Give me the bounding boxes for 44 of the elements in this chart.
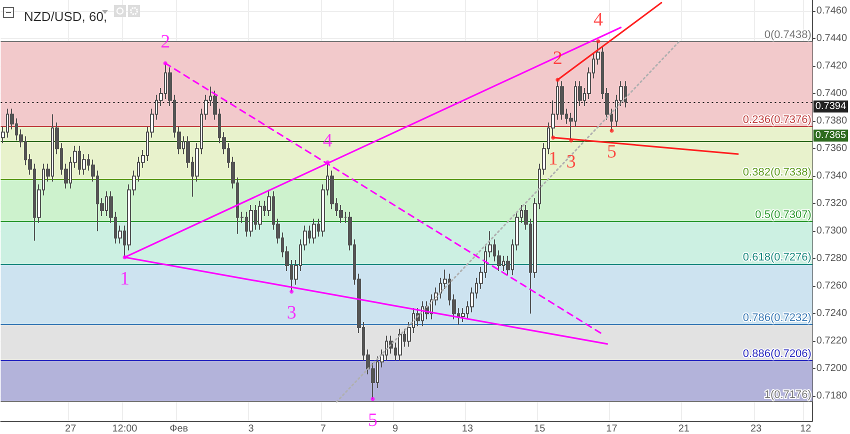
x-tick-label: 23: [750, 424, 762, 434]
y-tick-label: 0.7440: [816, 33, 848, 44]
annotation: 5: [606, 142, 616, 163]
x-tick-label: 27: [65, 424, 77, 434]
y-tick-label: 0.7340: [816, 170, 848, 182]
x-tick-label: 12:00: [112, 424, 138, 434]
x-tick-label: 21: [678, 424, 690, 434]
x-tick-label: 9: [392, 424, 399, 434]
ref-line-label: 0.7394: [815, 101, 846, 112]
y-tick-label: 0.7400: [816, 88, 848, 100]
x-tick-label: 7: [320, 424, 326, 434]
y-tick-label: 0.7360: [816, 143, 848, 154]
annotation: 3: [566, 151, 576, 172]
ref-line-label: 0.7365: [815, 130, 846, 142]
ref-line-label: 0.886(0.7206): [742, 348, 812, 360]
annotation: 4: [593, 9, 604, 30]
y-tick-label: 0.7220: [816, 336, 848, 347]
x-tick-label: 3: [248, 424, 254, 434]
ref-line-label: 1(0.7176): [764, 389, 812, 402]
ref-line-label: 0.786(0.7232): [742, 312, 812, 324]
y-tick-label: 0.7320: [816, 198, 848, 210]
y-tick-label: 0.7380: [816, 116, 848, 127]
ref-line-label: 0.618(0.7276): [742, 252, 812, 264]
y-tick-label: 0.7460: [816, 6, 848, 17]
x-tick-label: Фев: [170, 424, 188, 434]
annotation: 1: [548, 148, 558, 170]
y-tick-label: 0.7200: [816, 363, 848, 374]
y-tick-label: 0.7420: [816, 60, 848, 72]
x-tick-label: 17: [606, 424, 618, 434]
x-tick-label: 13: [462, 424, 474, 434]
y-tick-label: 0.7280: [816, 253, 848, 264]
y-tick-label: 0.7300: [816, 226, 848, 237]
ref-line-label: 0.382(0.7338): [742, 166, 812, 178]
x-tick-label: 12: [800, 424, 812, 434]
annotation: 3: [286, 302, 296, 324]
x-tick-label: 15: [534, 424, 546, 434]
text: NZD/USD, 60,: [24, 9, 108, 24]
ref-line-label: 0.236(0.7376): [742, 114, 812, 126]
y-tick-label: 0.7260: [816, 280, 848, 292]
annotation: 1: [120, 268, 130, 290]
ref-line-label: 0.5(0.7307): [755, 209, 812, 222]
y-tick-label: 0.7240: [816, 308, 848, 320]
y-tick-label: 0.7180: [816, 390, 848, 402]
ref-line-label: 0(0.7438): [764, 28, 812, 41]
